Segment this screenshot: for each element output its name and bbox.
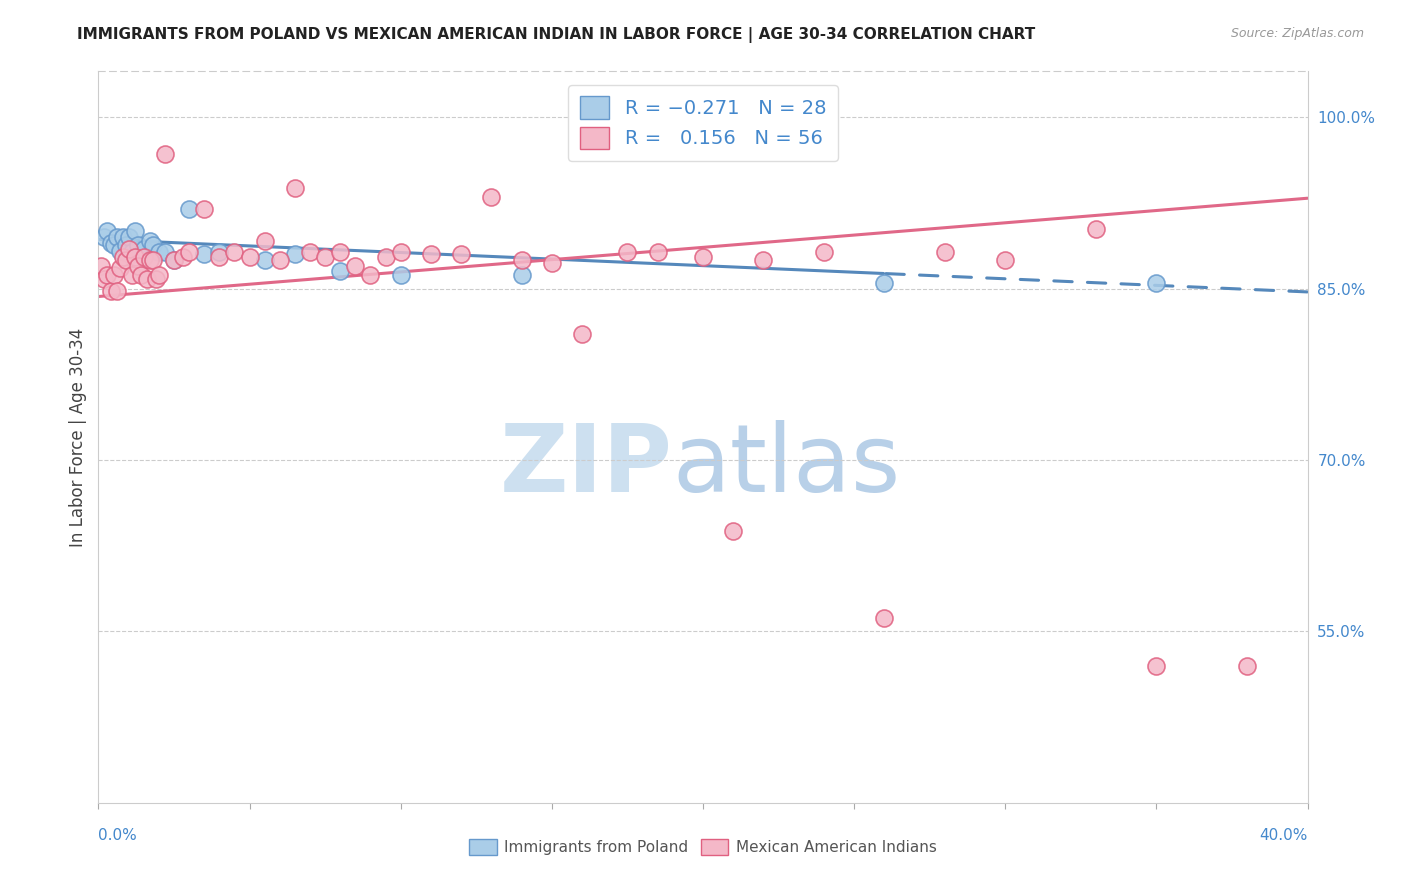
Point [692, 250, 714, 264]
Point [1236, 658, 1258, 673]
Point [118, 230, 141, 244]
Point [108, 244, 131, 258]
Point [142, 238, 165, 252]
Point [269, 252, 291, 267]
Y-axis label: In Labor Force | Age 30-34: In Labor Force | Age 30-34 [69, 327, 87, 547]
Point [129, 268, 152, 282]
Point [224, 244, 246, 259]
Point [179, 202, 201, 216]
Point [1144, 658, 1167, 673]
Point [239, 250, 262, 264]
Point [163, 252, 186, 267]
Point [723, 524, 745, 538]
Point [389, 268, 412, 282]
Point [124, 250, 146, 264]
Point [100, 235, 122, 250]
Point [1144, 276, 1167, 290]
Point [148, 268, 170, 282]
Point [253, 252, 276, 267]
Point [111, 250, 134, 264]
Point [360, 268, 382, 282]
Point [299, 244, 322, 259]
Point [153, 244, 176, 259]
Point [1085, 222, 1108, 236]
Point [132, 242, 155, 256]
Point [179, 244, 201, 259]
Text: Source: ZipAtlas.com: Source: ZipAtlas.com [1230, 27, 1364, 40]
Point [108, 260, 131, 275]
Point [142, 252, 165, 267]
Point [450, 247, 472, 261]
Text: 0.0%: 0.0% [98, 829, 138, 844]
Point [148, 244, 170, 259]
Legend: Immigrants from Poland, Mexican American Indians: Immigrants from Poland, Mexican American… [463, 833, 943, 861]
Point [253, 234, 276, 248]
Point [934, 244, 956, 259]
Point [121, 244, 143, 259]
Point [193, 202, 215, 216]
Point [93, 230, 115, 244]
Point [510, 252, 533, 267]
Point [93, 272, 115, 286]
Point [105, 284, 128, 298]
Point [114, 252, 136, 267]
Point [314, 250, 336, 264]
Point [118, 242, 141, 256]
Text: 40.0%: 40.0% [1260, 829, 1308, 844]
Point [163, 252, 186, 267]
Point [374, 250, 396, 264]
Point [121, 268, 143, 282]
Text: atlas: atlas [672, 420, 901, 512]
Point [100, 284, 122, 298]
Point [172, 250, 194, 264]
Point [389, 244, 412, 259]
Point [114, 238, 136, 252]
Point [96, 268, 118, 282]
Point [571, 327, 593, 342]
Point [103, 238, 125, 252]
Point [994, 252, 1017, 267]
Point [96, 224, 118, 238]
Point [873, 610, 896, 624]
Point [481, 190, 503, 204]
Point [208, 244, 231, 259]
Point [105, 230, 128, 244]
Point [153, 146, 176, 161]
Point [139, 252, 162, 267]
Point [284, 181, 307, 195]
Point [329, 244, 352, 259]
Point [420, 247, 443, 261]
Point [135, 272, 157, 286]
Point [616, 244, 638, 259]
Text: IMMIGRANTS FROM POLAND VS MEXICAN AMERICAN INDIAN IN LABOR FORCE | AGE 30-34 COR: IMMIGRANTS FROM POLAND VS MEXICAN AMERIC… [77, 27, 1036, 43]
Point [540, 256, 562, 270]
Point [284, 247, 307, 261]
Point [132, 250, 155, 264]
Point [510, 268, 533, 282]
Point [752, 252, 775, 267]
Point [647, 244, 669, 259]
Point [103, 268, 125, 282]
Point [127, 238, 149, 252]
Point [873, 276, 896, 290]
Point [145, 272, 167, 286]
Text: ZIP: ZIP [501, 420, 672, 512]
Point [813, 244, 835, 259]
Point [111, 230, 134, 244]
Point [127, 259, 149, 273]
Point [329, 264, 352, 278]
Point [193, 247, 215, 261]
Point [344, 259, 367, 273]
Point [139, 234, 162, 248]
Point [208, 250, 231, 264]
Point [90, 259, 112, 273]
Point [124, 224, 146, 238]
